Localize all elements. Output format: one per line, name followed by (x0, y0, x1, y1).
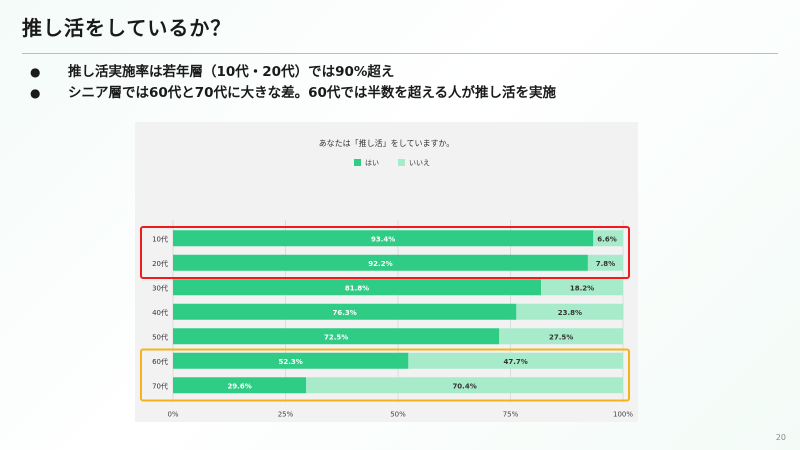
x-tick-label: 0% (167, 411, 178, 419)
data-label: 7.8% (596, 260, 615, 268)
bar-yes (173, 328, 500, 345)
highlight-box (140, 226, 630, 279)
legend-label: はい (365, 159, 379, 167)
data-label: 72.5% (324, 333, 348, 341)
bar-no (593, 230, 623, 247)
data-label: 92.2% (368, 260, 392, 268)
bar-no (306, 377, 623, 394)
y-tick-label: 30代 (152, 283, 168, 292)
x-tick-label: 25% (278, 411, 294, 419)
bullet-dot-icon: ● (30, 86, 41, 100)
bar-no (408, 352, 623, 369)
bar-no (587, 254, 623, 271)
x-tick-label: 100% (613, 411, 633, 419)
legend-swatch (398, 159, 405, 166)
page-number: 20 (775, 433, 786, 442)
y-tick-label: 40代 (152, 308, 168, 317)
bar-yes (173, 254, 588, 271)
data-label: 18.2% (570, 284, 594, 292)
x-tick-label: 75% (503, 411, 519, 419)
bar-yes (173, 279, 542, 296)
bar-yes (173, 377, 307, 394)
data-label: 29.6% (227, 382, 251, 390)
bar-yes (173, 230, 594, 247)
data-label: 76.3% (333, 309, 357, 317)
slide-title: 推し活をしているか？ (22, 16, 232, 40)
bar-no (499, 328, 623, 345)
data-label: 81.8% (345, 284, 369, 292)
bar-yes (173, 303, 517, 320)
bullet-text: 推し活実施率は若年層（10代・20代）では90%超え (68, 64, 395, 80)
highlight-box (140, 348, 630, 402)
bullet-text: シニア層では60代と70代に大きな差。60代では半数を超える人が推し活を実施 (68, 85, 556, 101)
title-divider (22, 53, 778, 54)
y-tick-label: 20代 (152, 259, 168, 268)
bullet-dot-icon: ● (30, 65, 41, 79)
chart-panel: あなたは「推し活」をしていますか。はい いいえ 0% 25% 50% 75% 100% 10代… (135, 122, 638, 422)
bar-yes (173, 352, 409, 369)
stacked-bar-chart: あなたは「推し活」をしていますか。はい いいえ 0% 25% 50% 75% 100% 10代… (140, 138, 633, 419)
bar-no (541, 279, 623, 296)
bullet-list: ● 推し活実施率は若年層（10代・20代）では90%超え ● シニア層では60代… (30, 62, 556, 104)
bullet-item: ● シニア層では60代と70代に大きな差。60代では半数を超える人が推し活を実施 (30, 83, 556, 104)
y-tick-label: 70代 (152, 381, 168, 390)
data-label: 47.7% (504, 358, 528, 366)
data-label: 23.8% (558, 309, 582, 317)
data-label: 6.6% (597, 235, 616, 243)
legend-swatch (354, 159, 361, 166)
data-label: 52.3% (279, 358, 303, 366)
legend-label: いいえ (409, 159, 430, 167)
bar-no (516, 303, 624, 320)
data-label: 70.4% (452, 382, 476, 390)
data-label: 27.5% (549, 333, 573, 341)
bullet-item: ● 推し活実施率は若年層（10代・20代）では90%超え (30, 62, 556, 83)
y-tick-label: 10代 (152, 234, 168, 243)
y-tick-label: 60代 (152, 357, 168, 366)
data-label: 93.4% (371, 235, 395, 243)
chart-title: あなたは「推し活」をしていますか。 (319, 138, 455, 148)
y-tick-label: 50代 (152, 332, 168, 341)
x-tick-label: 50% (390, 411, 406, 419)
